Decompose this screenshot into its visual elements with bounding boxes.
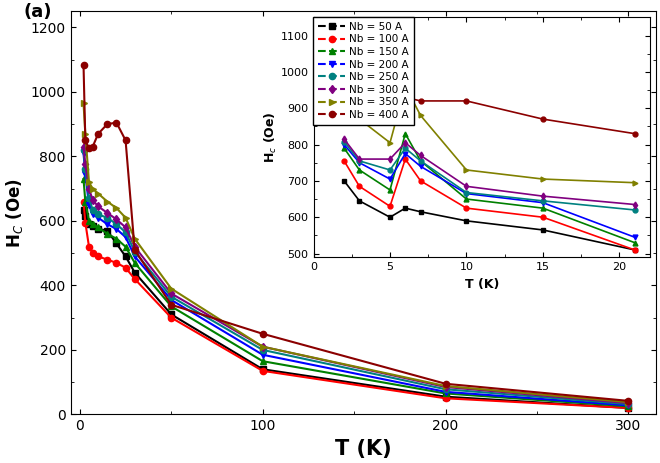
X-axis label: T (K): T (K)	[335, 439, 391, 459]
Text: (a): (a)	[24, 3, 52, 21]
Y-axis label: H$_C$ (Oe): H$_C$ (Oe)	[4, 178, 25, 248]
Legend: Nb = 50 A, Nb = 100 A, Nb = 150 A, Nb = 200 A, Nb = 250 A, Nb = 300 A, Nb = 350 : Nb = 50 A, Nb = 100 A, Nb = 150 A, Nb = …	[314, 17, 414, 125]
